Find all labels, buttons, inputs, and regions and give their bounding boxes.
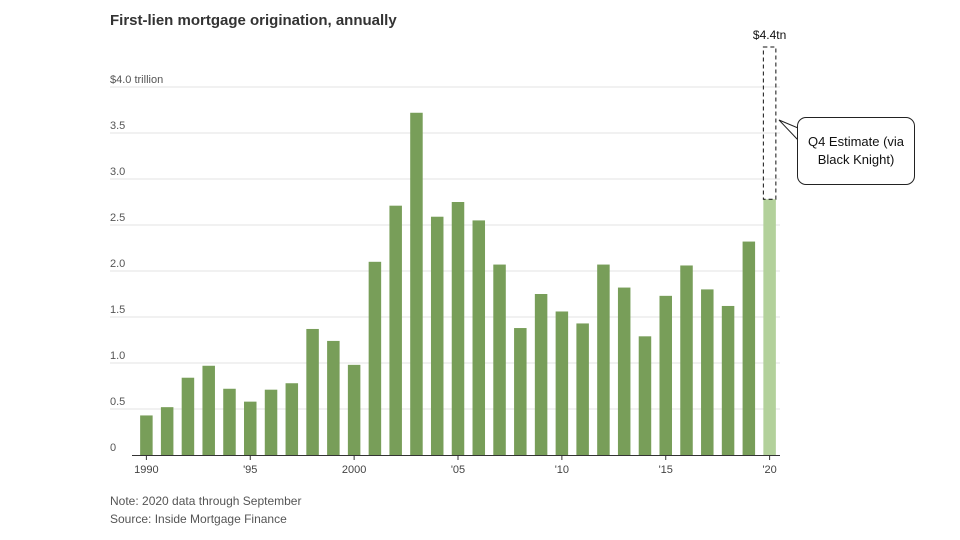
x-tick-label: '95 bbox=[243, 464, 257, 476]
bar bbox=[638, 336, 652, 455]
bar bbox=[721, 305, 735, 455]
estimate-dashed-box bbox=[762, 46, 777, 200]
x-tick-label: 1990 bbox=[134, 464, 158, 476]
bar bbox=[244, 401, 257, 455]
bar bbox=[701, 289, 714, 455]
bar bbox=[451, 202, 465, 455]
bar bbox=[514, 328, 527, 455]
y-tick-label: 3.5 bbox=[110, 120, 125, 132]
x-tick-label: '20 bbox=[762, 464, 776, 476]
y-tick-label: $4.0 trillion bbox=[110, 74, 163, 86]
bar bbox=[493, 264, 506, 455]
estimate-total-label: $4.4tn bbox=[753, 28, 786, 42]
gridlines bbox=[110, 86, 780, 410]
x-tick-label: '15 bbox=[659, 464, 673, 476]
bar bbox=[160, 407, 174, 455]
y-tick-label: 1.5 bbox=[110, 304, 125, 316]
bar bbox=[534, 294, 548, 455]
x-tick-label: '05 bbox=[451, 464, 465, 476]
bar bbox=[285, 383, 299, 455]
bar bbox=[389, 205, 402, 455]
bar bbox=[306, 328, 319, 455]
y-tick-label: 2.5 bbox=[110, 212, 125, 224]
callout-text: Q4 Estimate (via Black Knight) bbox=[807, 134, 905, 167]
bar bbox=[264, 389, 278, 455]
bar bbox=[742, 241, 756, 455]
bar bbox=[410, 112, 423, 455]
y-tick-label: 3.0 bbox=[110, 166, 125, 178]
bar bbox=[617, 287, 631, 455]
bar bbox=[347, 364, 361, 455]
bar bbox=[472, 220, 486, 455]
bar bbox=[680, 265, 693, 455]
y-tick-label: 0 bbox=[110, 442, 116, 454]
bar-estimate-2020 bbox=[763, 199, 776, 455]
bar bbox=[576, 323, 589, 455]
axes: 0 0.5 1.0 1.5 2.0 2.5 3.0 3.5 $4.0 trillion 1990 '… bbox=[110, 74, 780, 476]
bar bbox=[659, 295, 672, 455]
x-tick-label: 2000 bbox=[342, 464, 366, 476]
callout-pointer bbox=[778, 119, 799, 141]
chart-note: Note: 2020 data through September bbox=[110, 494, 302, 508]
y-tick-label: 1.0 bbox=[110, 350, 125, 362]
bar bbox=[430, 216, 444, 455]
bar bbox=[181, 377, 195, 455]
estimate-overlay: $4.4tn bbox=[753, 28, 799, 200]
bar bbox=[140, 415, 153, 455]
y-tick-label: 2.0 bbox=[110, 258, 125, 270]
bar bbox=[202, 365, 215, 455]
x-tick-label: '10 bbox=[555, 464, 569, 476]
chart-source: Source: Inside Mortgage Finance bbox=[110, 512, 287, 526]
y-tick-label: 0.5 bbox=[110, 396, 125, 408]
bars bbox=[140, 112, 776, 455]
bar bbox=[327, 340, 340, 455]
chart-title: First-lien mortgage origination, annuall… bbox=[110, 12, 397, 29]
bar bbox=[597, 264, 610, 455]
bar bbox=[223, 388, 236, 455]
bar bbox=[368, 261, 382, 455]
q4-estimate-callout: Q4 Estimate (via Black Knight) bbox=[797, 117, 915, 185]
bar bbox=[555, 311, 569, 455]
